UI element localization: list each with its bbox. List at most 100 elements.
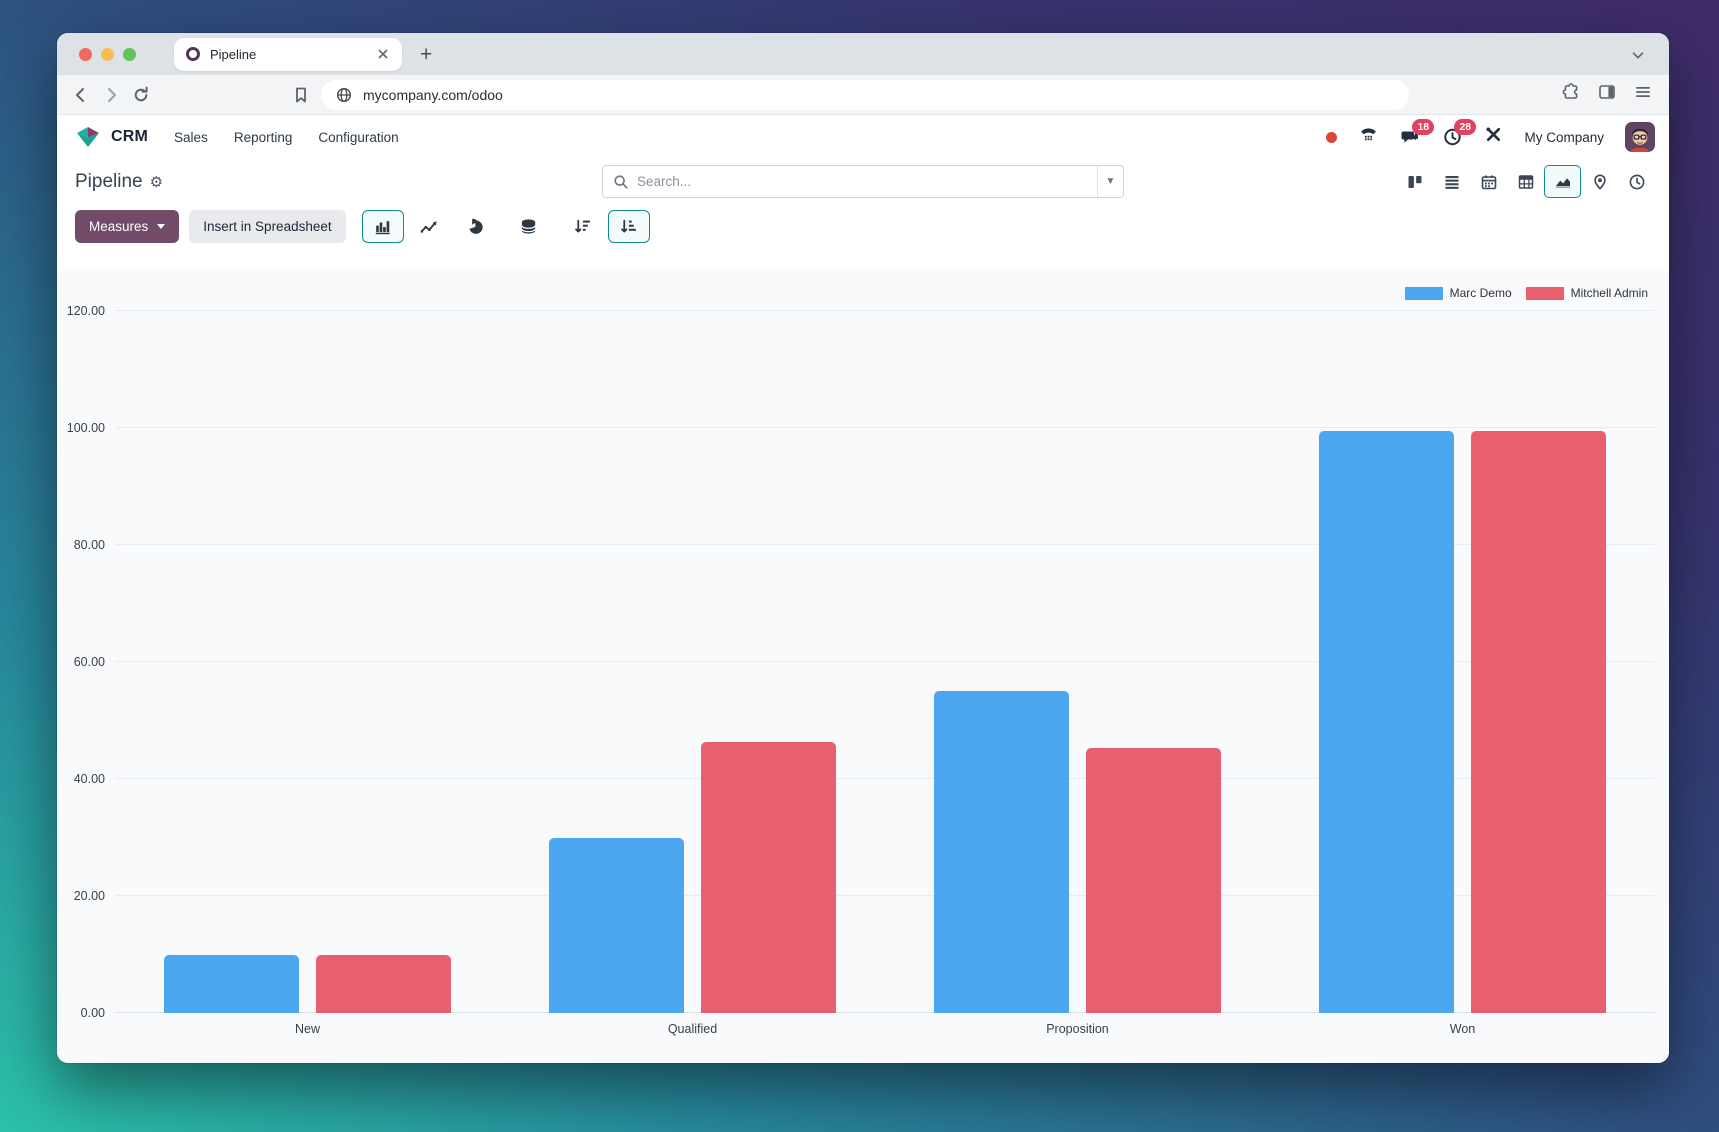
window-controls	[79, 47, 136, 61]
legend-label: Marc Demo	[1449, 286, 1512, 300]
bar-group-new: New	[115, 311, 500, 1036]
x-axis-label: Proposition	[1046, 1022, 1109, 1036]
pie-chart-button[interactable]	[454, 210, 496, 243]
site-globe-icon	[336, 87, 352, 102]
browser-menu-icon[interactable]	[1633, 82, 1653, 107]
tab-close-icon[interactable]	[374, 45, 392, 63]
x-axis-label: New	[294, 1022, 320, 1036]
view-calendar-button[interactable]	[1470, 165, 1507, 198]
view-activity-button[interactable]	[1618, 165, 1655, 198]
activities-badge: 28	[1454, 119, 1477, 135]
messages-menu[interactable]: 18	[1400, 119, 1435, 147]
company-menu[interactable]: My Company	[1524, 129, 1604, 145]
y-axis-tick-label: 20.00	[73, 889, 105, 904]
y-axis-tick-label: 60.00	[73, 655, 105, 669]
minimize-window-button[interactable]	[101, 47, 114, 61]
address-bar[interactable]: mycompany.com/odoo	[321, 79, 1409, 110]
activities-menu[interactable]: 28	[1442, 119, 1477, 147]
gridline	[115, 661, 1655, 662]
view-pivot-button[interactable]	[1507, 165, 1544, 198]
bar-mitchell-admin-new[interactable]	[316, 954, 451, 1013]
view-map-button[interactable]	[1581, 165, 1618, 198]
maximize-window-button[interactable]	[123, 47, 136, 61]
extensions-icon[interactable]	[1561, 82, 1581, 107]
legend-item-mitchell-admin[interactable]: Mitchell Admin	[1525, 286, 1648, 300]
voip-phone-icon[interactable]	[1358, 125, 1379, 150]
caret-down-icon	[157, 224, 166, 229]
bar-chart: Marc Demo Mitchell Admin 0.00 20.00 40.00 60…	[57, 271, 1669, 1063]
bar-groups: New Qualified Proposition Won	[115, 311, 1655, 1036]
menu-sales[interactable]: Sales	[174, 129, 208, 145]
odoo-navbar: CRM Sales Reporting Configuration	[57, 115, 1669, 159]
browser-window: Pipeline +	[57, 33, 1669, 1063]
legend-label: Mitchell Admin	[1570, 286, 1648, 300]
view-list-button[interactable]	[1433, 165, 1470, 198]
page-title: Pipeline	[75, 171, 143, 192]
view-switcher	[1396, 165, 1655, 198]
line-chart-button[interactable]	[408, 210, 450, 243]
bookmark-icon[interactable]	[291, 85, 311, 105]
y-axis-tick-label: 0.00	[80, 1006, 105, 1020]
x-axis-label: Won	[1449, 1022, 1476, 1036]
chart-plot-area: 0.00 20.00 40.00 60.00 80.00 100.00 120.00 New Q…	[67, 304, 1655, 1036]
back-icon[interactable]	[71, 85, 91, 105]
y-axis-tick-label: 120.00	[66, 304, 105, 318]
measures-button[interactable]: Measures	[75, 210, 180, 243]
close-window-button[interactable]	[79, 47, 92, 61]
control-panel: Pipeline ⚙ ▼	[57, 159, 1669, 205]
browser-tabstrip: Pipeline +	[57, 33, 1669, 75]
view-graph-button[interactable]	[1544, 165, 1581, 198]
stacked-toggle-button[interactable]	[508, 210, 550, 243]
search-input[interactable]	[629, 174, 1097, 189]
gridline	[115, 778, 1655, 779]
bar-marc-demo-qualified[interactable]	[549, 837, 684, 1013]
browser-toolbar: mycompany.com/odoo	[57, 75, 1669, 115]
browser-tab[interactable]: Pipeline	[174, 37, 402, 71]
insert-in-spreadsheet-button[interactable]: Insert in Spreadsheet	[189, 210, 346, 243]
gridline	[115, 895, 1655, 896]
bar-marc-demo-new[interactable]	[164, 954, 299, 1013]
bar-mitchell-admin-won[interactable]	[1471, 430, 1606, 1013]
view-settings-gear-icon[interactable]: ⚙	[149, 173, 164, 191]
gridline	[115, 1012, 1655, 1013]
graph-toolbar: Measures Insert in Spreadsheet	[57, 205, 1669, 271]
tab-search-chevron-icon[interactable]	[1629, 46, 1647, 69]
messages-badge: 18	[1412, 119, 1435, 135]
app-name: CRM	[111, 128, 149, 145]
sort-ascending-button[interactable]	[607, 210, 650, 243]
menu-reporting[interactable]: Reporting	[233, 129, 293, 145]
search-bar: ▼	[602, 165, 1124, 198]
menu-configuration[interactable]: Configuration	[318, 129, 399, 145]
tab-favicon-icon	[186, 47, 200, 61]
x-axis-label: Qualified	[667, 1022, 718, 1036]
app-switcher[interactable]: CRM	[75, 124, 148, 150]
user-avatar[interactable]	[1625, 122, 1655, 152]
view-kanban-button[interactable]	[1396, 165, 1433, 198]
crm-app-icon	[77, 127, 99, 147]
bar-marc-demo-proposition[interactable]	[934, 691, 1069, 1013]
bar-mitchell-admin-qualified[interactable]	[701, 742, 836, 1013]
y-axis-tick-label: 40.00	[73, 772, 105, 787]
url-text: mycompany.com/odoo	[363, 86, 503, 103]
search-dropdown-toggle[interactable]: ▼	[1097, 166, 1123, 197]
legend-swatch	[1525, 286, 1564, 300]
legend-item-marc-demo[interactable]: Marc Demo	[1404, 286, 1512, 300]
debug-tools-icon[interactable]	[1484, 125, 1503, 149]
y-axis-tick-label: 80.00	[73, 538, 105, 553]
y-axis-tick-label: 100.00	[66, 421, 105, 435]
presence-indicator	[1326, 131, 1338, 143]
gridline	[115, 427, 1655, 428]
bar-mitchell-admin-proposition[interactable]	[1086, 748, 1221, 1013]
gridline	[115, 310, 1655, 311]
forward-icon[interactable]	[101, 85, 121, 105]
sort-descending-button[interactable]	[562, 210, 604, 243]
bar-group-proposition: Proposition	[885, 311, 1270, 1036]
search-icon	[613, 174, 629, 190]
bar-chart-button[interactable]	[361, 210, 404, 243]
sidebar-toggle-icon[interactable]	[1597, 82, 1617, 107]
new-tab-button[interactable]: +	[420, 42, 433, 66]
bar-marc-demo-won[interactable]	[1319, 430, 1454, 1013]
bar-group-won: Won	[1270, 311, 1655, 1036]
reload-icon[interactable]	[131, 85, 151, 105]
clock-icon	[1444, 128, 1462, 146]
